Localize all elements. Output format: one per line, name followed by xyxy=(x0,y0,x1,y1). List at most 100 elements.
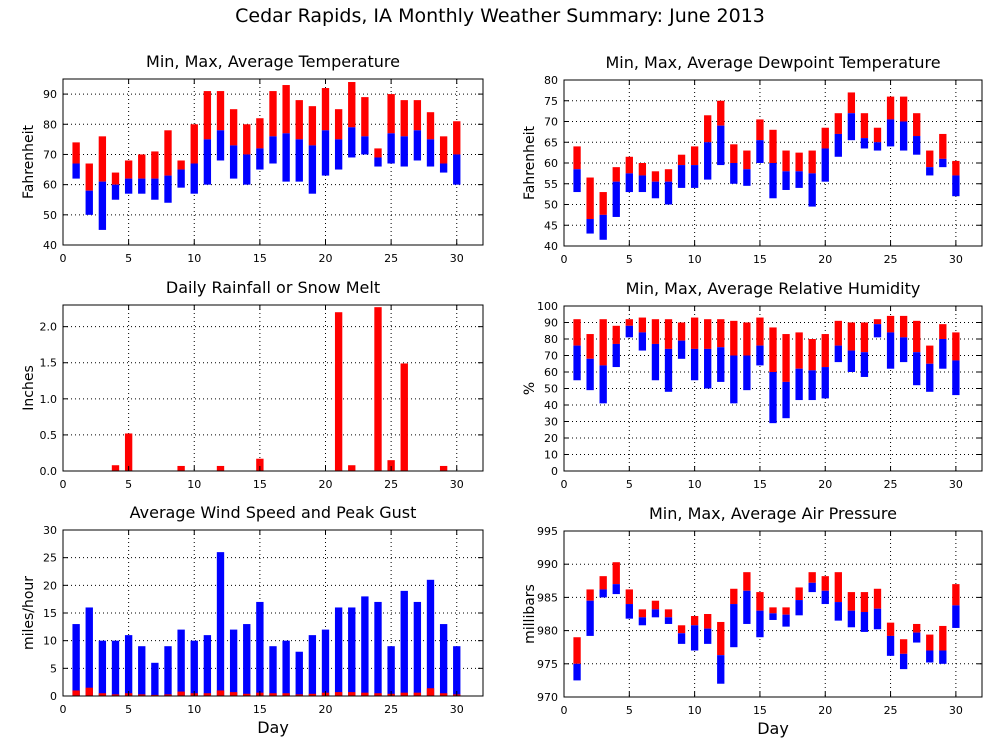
temperature-bar-upper xyxy=(190,124,198,164)
humidity-bar-lower xyxy=(743,355,751,391)
humidity-bar-lower xyxy=(926,363,934,392)
temperature-xtick-label: 5 xyxy=(125,252,132,265)
wind-bar-gust xyxy=(243,624,251,696)
temperature-bar-upper xyxy=(426,112,435,140)
humidity-chart-title: Min, Max, Average Relative Humidity xyxy=(626,279,921,298)
wind-bar-gust xyxy=(269,646,277,696)
wind-ytick-label: 10 xyxy=(43,635,57,648)
temperature-chart-title: Min, Max, Average Temperature xyxy=(146,52,400,71)
dewpoint-bar-upper xyxy=(821,127,829,149)
pressure-bar-lower xyxy=(795,600,803,616)
humidity-bar-upper xyxy=(664,319,673,349)
humidity-bar-upper xyxy=(573,319,581,346)
humidity-bar-lower xyxy=(586,358,594,391)
temperature-bar-upper xyxy=(124,160,133,179)
rainfall-xtick-label: 0 xyxy=(60,478,67,491)
temperature-bar-lower xyxy=(334,139,343,170)
humidity-ylabel: % xyxy=(522,382,538,395)
wind-bar-gust xyxy=(400,590,408,696)
wind-xtick-label: 15 xyxy=(253,703,267,716)
temperature-bar-lower xyxy=(426,139,435,167)
pressure-bar-upper xyxy=(573,637,581,664)
wind-bar-gust xyxy=(124,635,133,696)
pressure-bar-lower xyxy=(769,613,777,620)
wind-bar-avg xyxy=(269,693,277,696)
dewpoint-bar-upper xyxy=(690,146,699,166)
temperature-bar-upper xyxy=(321,88,330,131)
humidity-bar-lower xyxy=(573,345,581,381)
humidity-bar-upper xyxy=(756,317,764,346)
rainfall-bar xyxy=(374,307,382,471)
pressure-xlabel: Day xyxy=(757,719,789,738)
humidity-bar-upper xyxy=(769,327,777,372)
wind-ylabel: miles/hour xyxy=(21,576,37,650)
humidity-bar-lower xyxy=(638,332,647,351)
temperature-bar-lower xyxy=(177,169,185,188)
dewpoint-bar-upper xyxy=(743,150,751,170)
humidity-bar-upper xyxy=(952,332,960,361)
humidity-bar-upper xyxy=(586,334,594,359)
wind-bar-gust xyxy=(111,640,120,696)
humidity-xtick-label: 15 xyxy=(753,478,767,491)
pressure-bar-lower xyxy=(782,614,790,627)
wind-ytick-label: 30 xyxy=(43,524,57,537)
dewpoint-bar-upper xyxy=(834,113,842,134)
dewpoint-bar-lower xyxy=(834,133,842,157)
wind-ytick-label: 20 xyxy=(43,579,57,592)
wind-bar-avg xyxy=(295,694,303,696)
rainfall-bar xyxy=(400,363,408,471)
pressure-bar-lower xyxy=(860,612,869,632)
wind-xtick-label: 10 xyxy=(187,703,201,716)
pressure-bar-lower xyxy=(573,663,581,681)
pressure-bar-lower xyxy=(886,635,895,656)
wind-bar-avg xyxy=(177,691,185,696)
humidity-bar-lower xyxy=(860,352,869,377)
pressure-ylabel: millibars xyxy=(522,584,538,644)
dewpoint-bar-upper xyxy=(795,152,803,172)
humidity-bar-lower xyxy=(873,324,882,338)
pressure-bar-upper xyxy=(873,588,882,609)
humidity-ytick-label: 20 xyxy=(544,432,558,445)
wind-bar-avg xyxy=(426,688,435,696)
pressure-bar-lower xyxy=(873,608,882,630)
temperature-ytick-label: 90 xyxy=(43,88,57,101)
wind-bar-avg xyxy=(229,692,238,696)
temperature-ylabel: Fahrenheit xyxy=(21,124,37,199)
pressure-bar-upper xyxy=(743,572,751,591)
wind-bar-avg xyxy=(72,690,80,696)
pressure-ytick-label: 990 xyxy=(537,558,558,571)
dewpoint-bar-lower xyxy=(704,142,712,180)
pressure-bar-upper xyxy=(664,609,673,618)
temperature-xtick-label: 30 xyxy=(450,252,464,265)
temperature-bar-upper xyxy=(413,100,422,131)
rainfall-ylabel: Inches xyxy=(21,365,37,410)
wind-bar-avg xyxy=(400,692,408,696)
dewpoint-bar-lower xyxy=(873,142,882,151)
wind-bar-gust xyxy=(256,601,264,696)
wind-xtick-label: 20 xyxy=(319,703,333,716)
dewpoint-ytick-label: 75 xyxy=(544,95,558,108)
dewpoint-ytick-label: 45 xyxy=(544,219,558,232)
wind-bar-gust xyxy=(361,596,369,696)
temperature-xtick-label: 20 xyxy=(319,252,333,265)
pressure-xtick-label: 15 xyxy=(753,704,767,717)
pressure-bar-upper xyxy=(599,576,607,590)
pressure-bar-upper xyxy=(926,634,934,651)
wind-ytick-label: 5 xyxy=(50,662,57,675)
temperature-bar-lower xyxy=(361,136,369,155)
temperature-bar-lower xyxy=(85,190,93,215)
pressure-bar-lower xyxy=(717,655,725,684)
humidity-ytick-label: 70 xyxy=(544,350,558,363)
pressure-bar-upper xyxy=(886,622,895,636)
temperature-bar-upper xyxy=(164,130,172,176)
humidity-bar-upper xyxy=(651,319,660,344)
wind-bar-avg xyxy=(243,693,251,696)
rainfall-ytick-label: 2.0 xyxy=(40,321,58,334)
dewpoint-ytick-label: 80 xyxy=(544,74,558,87)
humidity-ytick-label: 80 xyxy=(544,333,558,346)
humidity-bar-lower xyxy=(677,340,686,359)
rainfall-xtick-label: 15 xyxy=(253,478,267,491)
temperature-xtick-label: 15 xyxy=(253,252,267,265)
dewpoint-bar-upper xyxy=(886,96,895,120)
humidity-bar-lower xyxy=(664,348,673,392)
